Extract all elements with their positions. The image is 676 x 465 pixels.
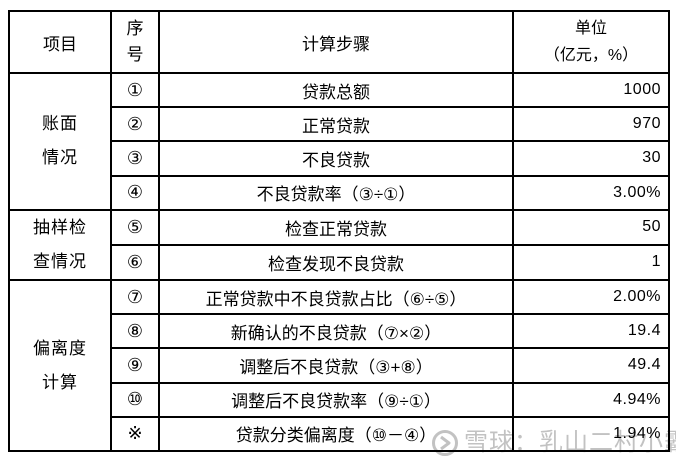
table-row: ⑨ 调整后不良贷款（③+⑧） 49.4 [9, 347, 670, 384]
col-header-unit-line1: 单位 [574, 19, 607, 37]
col-header-steps: 计算步骤 [158, 10, 514, 74]
table-row: 抽样检 查情况 ⑤ 检查正常贷款 50 [8, 208, 670, 282]
row-value: 3.00% [512, 174, 670, 211]
table-row: ② 正常贷款 970 [9, 106, 670, 143]
col-header-seq-line1: 序 [126, 18, 144, 38]
group-label-line: 查情况 [33, 251, 87, 271]
row-seq: ⑥ [110, 243, 160, 282]
row-value: 2.00% [512, 279, 670, 316]
table-row: ⑧ 新确认的不良贷款（⑦×②） 19.4 [9, 313, 670, 350]
row-value: 1.94% [512, 415, 670, 453]
col-header-seq: 序 号 [110, 10, 160, 74]
row-value: 4.94% [512, 381, 670, 418]
row-step: 调整后不良贷款率（⑨÷①） [158, 381, 514, 418]
header-row: 项目 序 号 计算步骤 单位 （亿元，%） [8, 10, 670, 74]
row-step: 正常贷款中不良贷款占比（⑥÷⑤） [158, 279, 514, 316]
row-seq: ③ [110, 140, 160, 177]
row-seq: ⑤ [110, 208, 160, 246]
table-row: 账面 情况 ① 贷款总额 1000 [8, 71, 670, 211]
row-seq: ⑨ [110, 347, 160, 384]
watermark-brand: 雪球 [464, 429, 514, 456]
table-row: ④ 不良贷款率（③÷①） 3.00% [9, 174, 670, 211]
row-step: 检查发现不良贷款 [158, 243, 514, 282]
row-seq: ※ [110, 415, 160, 453]
group-cell-deviation: 偏离度 计算 [8, 279, 112, 452]
row-value: 49.4 [512, 347, 670, 384]
loan-deviation-table: 项目 序 号 计算步骤 单位 （亿元，%） 账面 情况 ① 贷款总额 1000 … [8, 10, 670, 453]
col-header-unit-line2: （亿元，%） [543, 47, 639, 64]
col-header-seq-line2: 号 [126, 45, 144, 64]
table-row: 偏离度 计算 ⑦ 正常贷款中不良贷款占比（⑥÷⑤） 2.00% [8, 279, 670, 452]
group-label-line: 抽样检 [33, 217, 87, 237]
row-value: 1 [512, 243, 670, 282]
row-seq: ⑦ [110, 279, 160, 316]
group-cell-sampling: 抽样检 查情况 [8, 208, 112, 282]
row-value: 19.4 [512, 313, 670, 350]
row-step: 正常贷款 [158, 106, 514, 143]
col-header-item: 项目 [8, 10, 112, 74]
row-value: 30 [512, 140, 670, 177]
row-seq: ④ [110, 174, 160, 211]
xueqiu-logo-icon [432, 430, 458, 456]
table-row: ⑩ 调整后不良贷款率（⑨÷①） 4.94% [9, 381, 670, 418]
row-step: 贷款总额 [158, 71, 514, 109]
row-step: 调整后不良贷款（③+⑧） [158, 347, 514, 384]
watermark-username: ：乳山二村小霸王 [514, 429, 676, 456]
group-label-line: 账面 [42, 114, 78, 134]
xueqiu-watermark: 雪球：乳山二村小霸王 [430, 423, 676, 463]
group-label-line: 情况 [42, 148, 78, 168]
table-row: ③ 不良贷款 30 [9, 140, 670, 177]
row-step: 不良贷款率（③÷①） [158, 174, 514, 211]
row-value: 970 [512, 106, 670, 143]
table-row: ⑥ 检查发现不良贷款 1 [9, 243, 670, 282]
row-step: 新确认的不良贷款（⑦×②） [158, 313, 514, 350]
row-seq: ⑧ [110, 313, 160, 350]
row-seq: ① [110, 71, 160, 109]
group-label-line: 计算 [42, 372, 78, 392]
row-step: 不良贷款 [158, 140, 514, 177]
row-step: 检查正常贷款 [158, 208, 514, 246]
col-header-unit: 单位 （亿元，%） [512, 10, 670, 74]
row-seq: ⑩ [110, 381, 160, 418]
row-seq: ② [110, 106, 160, 143]
row-value: 50 [512, 208, 670, 246]
group-label-line: 偏离度 [33, 338, 87, 358]
row-value: 1000 [512, 71, 670, 109]
table-row: ※ 贷款分类偏离度（⑩－④） 1.94% [9, 415, 670, 453]
group-cell-book-status: 账面 情况 [8, 72, 112, 211]
